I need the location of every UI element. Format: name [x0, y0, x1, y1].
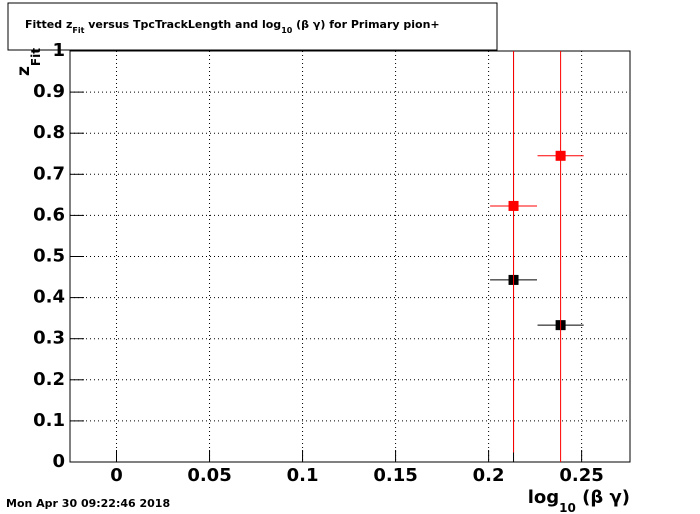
y-tick-label: 0.3 — [33, 328, 65, 349]
x-axis-label: log10 (β γ) — [528, 487, 630, 514]
point — [508, 200, 519, 211]
y-tick-label: 0.7 — [33, 163, 65, 184]
y-tick-label: 0.9 — [33, 81, 65, 102]
x-tick-label: 0.1 — [287, 465, 319, 486]
title-part: Fitted z — [25, 18, 72, 31]
title-part: versus TpcTrackLength and log — [84, 18, 281, 31]
x-tick-label: 0.05 — [187, 465, 231, 486]
y-axis-label: zFit — [14, 48, 43, 76]
point — [555, 150, 566, 161]
y-tick-label: 0.8 — [33, 122, 65, 143]
plot-frame — [69, 50, 631, 463]
title-subscript: 10 — [281, 26, 293, 35]
x-tick-label: 0 — [110, 465, 123, 486]
y-tick-label: 0.6 — [33, 204, 65, 225]
y-tick-label: 0 — [52, 451, 65, 472]
y-tick-label: 0.1 — [33, 410, 65, 431]
y-tick-label: 0.5 — [33, 246, 65, 267]
title-part: (β γ) for Primary pion+ — [292, 18, 439, 31]
title-subscript: Fit — [72, 26, 84, 35]
x-tick-label: 0.15 — [373, 465, 417, 486]
y-label-subscript: Fit — [29, 48, 43, 66]
y-tick-label: 0.2 — [33, 369, 65, 390]
x-tick-label: 0.2 — [473, 465, 505, 486]
plot-area — [490, 51, 584, 462]
x-tick-label: 0.25 — [559, 465, 603, 486]
y-tick-label: 0.4 — [33, 287, 65, 308]
timestamp: Mon Apr 30 09:22:46 2018 — [6, 497, 170, 510]
y-tick-label: 1 — [52, 40, 65, 61]
chart-title: Fitted zFit versus TpcTrackLength and lo… — [25, 18, 440, 35]
x-label-part: log — [528, 487, 559, 508]
y-label-part: z — [14, 66, 34, 76]
x-label-part: (β γ) — [576, 487, 630, 508]
title-box — [7, 2, 498, 51]
x-label-subscript: 10 — [559, 501, 576, 514]
